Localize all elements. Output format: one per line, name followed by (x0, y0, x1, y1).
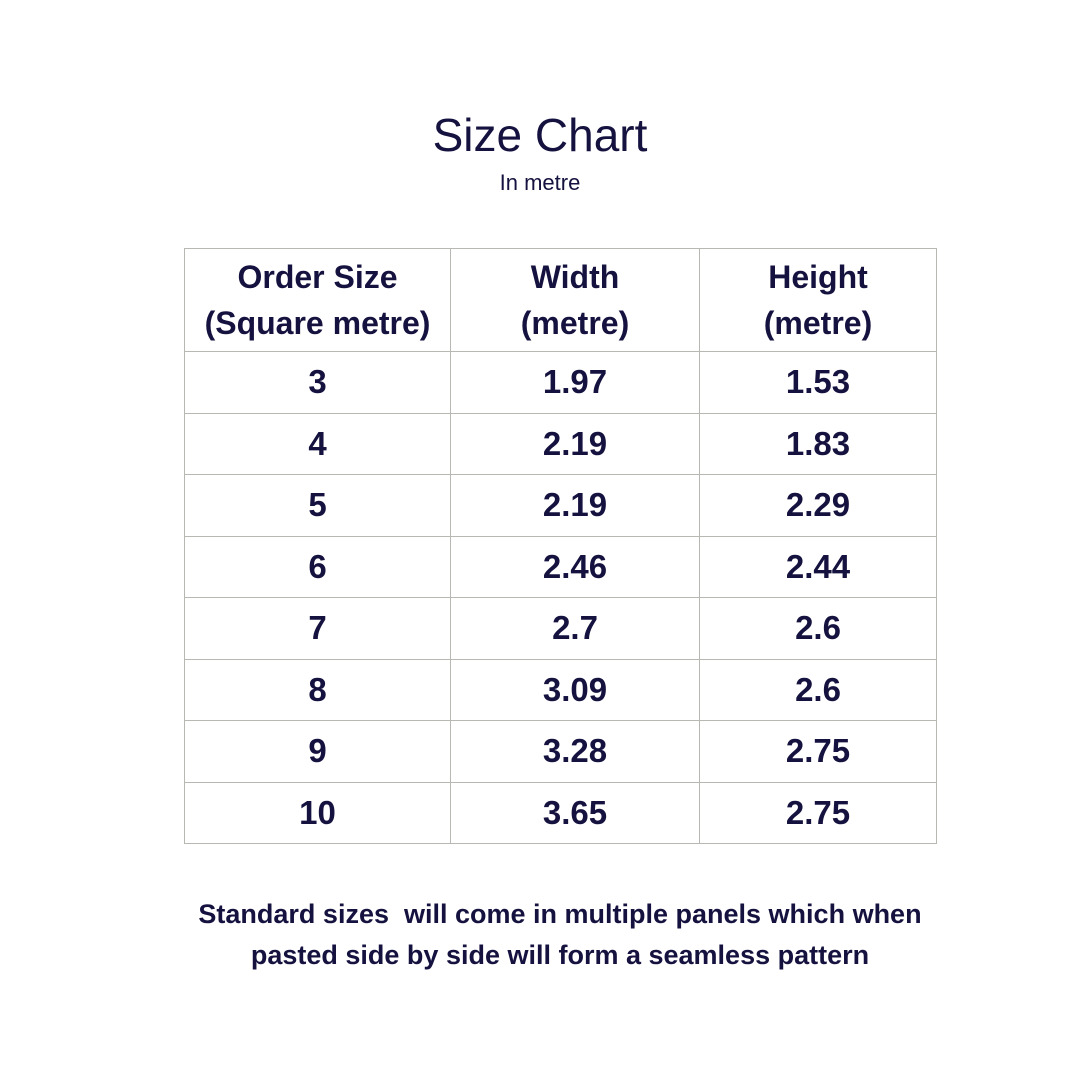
table-row: 6 2.46 2.44 (184, 535, 937, 598)
height-cell: 2.75 (699, 720, 937, 783)
width-cell: 3.09 (450, 658, 700, 721)
footer-note: Standard sizes will come in multiple pan… (0, 894, 1080, 976)
height-cell: 1.53 (699, 351, 937, 414)
height-cell: 1.83 (699, 412, 937, 475)
table-row: 8 3.09 2.6 (184, 658, 937, 721)
width-cell: 1.97 (450, 351, 700, 414)
header-height: Height (metre) (699, 248, 937, 352)
height-cell: 2.75 (699, 781, 937, 844)
height-cell: 2.6 (699, 597, 937, 660)
header-order-size: Order Size (Square metre) (184, 248, 451, 352)
table-row: 3 1.97 1.53 (184, 351, 937, 414)
order-size-cell: 5 (184, 474, 451, 537)
header-width: Width (metre) (450, 248, 700, 352)
page-title: Size Chart (432, 109, 648, 161)
table-header-row: Order Size (Square metre) Width (metre) He… (184, 248, 937, 352)
width-cell: 2.19 (450, 412, 700, 475)
width-cell: 2.46 (450, 535, 700, 598)
width-cell: 2.19 (450, 474, 700, 537)
width-cell: 3.65 (450, 781, 700, 844)
page-subtitle: In metre (499, 170, 581, 195)
table-row: 10 3.65 2.75 (184, 781, 937, 844)
order-size-cell: 6 (184, 535, 451, 598)
order-size-cell: 9 (184, 720, 451, 783)
table-row: 7 2.7 2.6 (184, 597, 937, 660)
header-line: Order Size (237, 259, 398, 295)
header-line: Height (768, 259, 868, 295)
header-line: (metre) (520, 305, 630, 341)
order-size-cell: 10 (184, 781, 451, 844)
header-line: (metre) (763, 305, 873, 341)
order-size-cell: 4 (184, 412, 451, 475)
table-row: 5 2.19 2.29 (184, 474, 937, 537)
table-row: 4 2.19 1.83 (184, 412, 937, 475)
order-size-cell: 3 (184, 351, 451, 414)
width-cell: 3.28 (450, 720, 700, 783)
note-line: Standard sizes will come in multiple pan… (198, 899, 922, 929)
order-size-cell: 7 (184, 597, 451, 660)
table-row: 9 3.28 2.75 (184, 720, 937, 783)
height-cell: 2.44 (699, 535, 937, 598)
header-line: Width (530, 259, 620, 295)
note-line: pasted side by side will form a seamless… (250, 940, 870, 970)
width-cell: 2.7 (450, 597, 700, 660)
order-size-cell: 8 (184, 658, 451, 721)
height-cell: 2.29 (699, 474, 937, 537)
size-chart-table: Order Size (Square metre) Width (metre) He… (184, 248, 937, 844)
height-cell: 2.6 (699, 658, 937, 721)
header-line: (Square metre) (204, 305, 431, 341)
